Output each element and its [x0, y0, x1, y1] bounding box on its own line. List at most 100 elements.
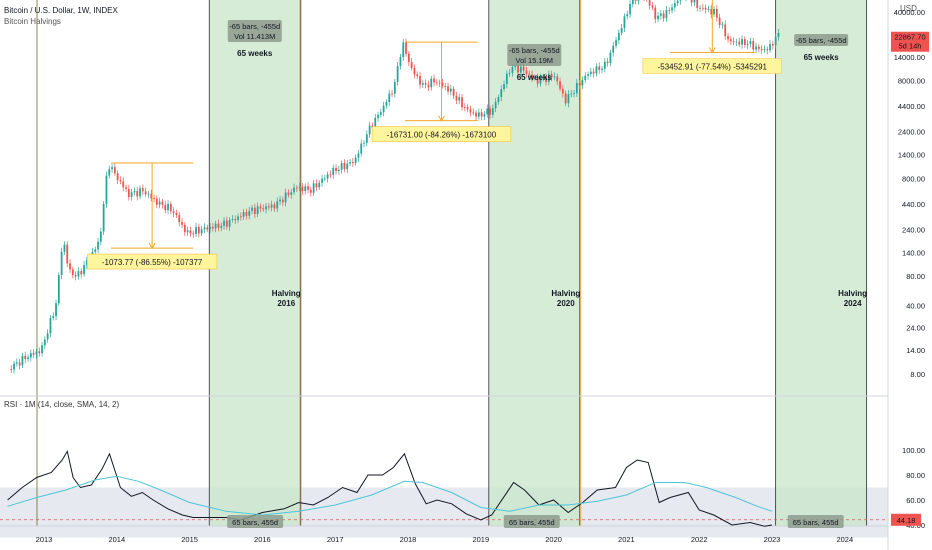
- candle-body: [631, 0, 634, 4]
- candle-body: [301, 186, 304, 192]
- bars-box-text-1: Vol 11.413M: [234, 32, 275, 41]
- candle-body: [262, 208, 265, 210]
- candle-body: [265, 206, 267, 210]
- halving-window-1: [209, 0, 301, 526]
- candle-body: [108, 169, 111, 176]
- candle-body: [592, 71, 595, 74]
- candle-body: [567, 94, 570, 104]
- candle-body: [704, 7, 707, 10]
- price-tick-label: 2400.00: [898, 128, 925, 137]
- candle-body: [553, 76, 556, 78]
- window-label-2: 65 weeks: [517, 73, 553, 82]
- price-tick-label: 14000.00: [894, 53, 925, 62]
- window-label-3: 65 weeks: [804, 53, 840, 62]
- candle-body: [676, 0, 679, 4]
- candle-body: [189, 230, 192, 234]
- candle-body: [629, 3, 631, 15]
- rsi-bars-box-text-2: 65 bars, 455d: [509, 518, 555, 527]
- candle-body: [85, 260, 88, 266]
- candle-body: [533, 77, 536, 79]
- candle-body: [617, 32, 620, 41]
- candle-body: [699, 7, 701, 9]
- candle-body: [556, 76, 559, 82]
- candle-body: [449, 88, 452, 92]
- candle-body: [312, 183, 315, 193]
- drawdown-label-3: -53452.91 (-77.54%) -5345291: [658, 63, 768, 72]
- candle-body: [545, 77, 547, 82]
- price-tick-label: 1400.00: [898, 151, 925, 160]
- candle-body: [433, 78, 435, 83]
- price-tick-label: 800.00: [902, 174, 925, 183]
- time-tick-label: 2021: [618, 535, 635, 544]
- candle-body: [63, 244, 66, 252]
- candle-body: [536, 77, 539, 84]
- candle-body: [228, 219, 231, 227]
- candle-body: [49, 317, 52, 334]
- candle-body: [293, 187, 295, 193]
- candle-body: [60, 251, 63, 275]
- candle-body: [419, 76, 421, 85]
- candle-body: [83, 265, 85, 275]
- candle-body: [97, 241, 99, 250]
- candle-body: [757, 46, 760, 49]
- time-tick-label: 2013: [36, 535, 53, 544]
- candle-body: [147, 193, 150, 195]
- candle-body: [690, 0, 693, 3]
- candle-body: [774, 36, 777, 46]
- candle-body: [368, 125, 371, 135]
- candle-body: [715, 8, 718, 18]
- candle-body: [209, 226, 211, 230]
- time-tick-label: 2024: [836, 535, 853, 544]
- candle-body: [466, 107, 469, 110]
- candle-body: [463, 107, 466, 108]
- candle-body: [522, 66, 525, 71]
- candle-body: [657, 15, 659, 20]
- candle-body: [564, 93, 567, 104]
- candle-body: [769, 44, 771, 51]
- candle-body: [760, 48, 763, 50]
- candle-body: [276, 201, 279, 209]
- candle-body: [113, 167, 116, 174]
- candle-body: [606, 61, 609, 63]
- candle-body: [603, 61, 606, 69]
- candle-body: [531, 74, 533, 78]
- candle-body: [461, 97, 463, 108]
- candle-body: [245, 212, 248, 216]
- candle-body: [270, 204, 273, 208]
- candle-body: [430, 78, 433, 88]
- candle-body: [732, 41, 735, 43]
- candle-body: [620, 28, 623, 33]
- candle-body: [357, 153, 360, 158]
- candle-body: [315, 183, 318, 188]
- price-tick-label: 14.00: [906, 346, 925, 355]
- candle-body: [119, 180, 122, 182]
- candle-body: [77, 271, 80, 277]
- time-tick-label: 2020: [545, 535, 562, 544]
- candle-body: [24, 355, 27, 360]
- candle-body: [183, 224, 186, 233]
- candle-body: [175, 213, 178, 216]
- candle-body: [335, 167, 337, 172]
- candle-body: [777, 32, 780, 37]
- candle-body: [424, 83, 427, 85]
- candle-body: [626, 14, 629, 17]
- candle-body: [155, 198, 158, 205]
- candle-body: [671, 7, 673, 11]
- drawdown-label-2: -16731.00 (-84.26%) -1673100: [387, 131, 497, 140]
- candle-body: [290, 192, 293, 195]
- candle-body: [444, 86, 447, 87]
- candle-body: [573, 93, 575, 95]
- candle-body: [489, 108, 491, 115]
- candle-body: [441, 82, 444, 87]
- candle-body: [259, 206, 262, 209]
- candle-body: [256, 206, 259, 214]
- candle-body: [340, 163, 343, 170]
- candle-body: [125, 187, 127, 189]
- candle-body: [718, 17, 721, 26]
- price-badge-value: 22867.70: [894, 33, 925, 42]
- candle-body: [326, 174, 329, 179]
- rsi-bars-box-2: [503, 515, 560, 528]
- candle-body: [197, 226, 200, 234]
- candle-body: [503, 84, 505, 90]
